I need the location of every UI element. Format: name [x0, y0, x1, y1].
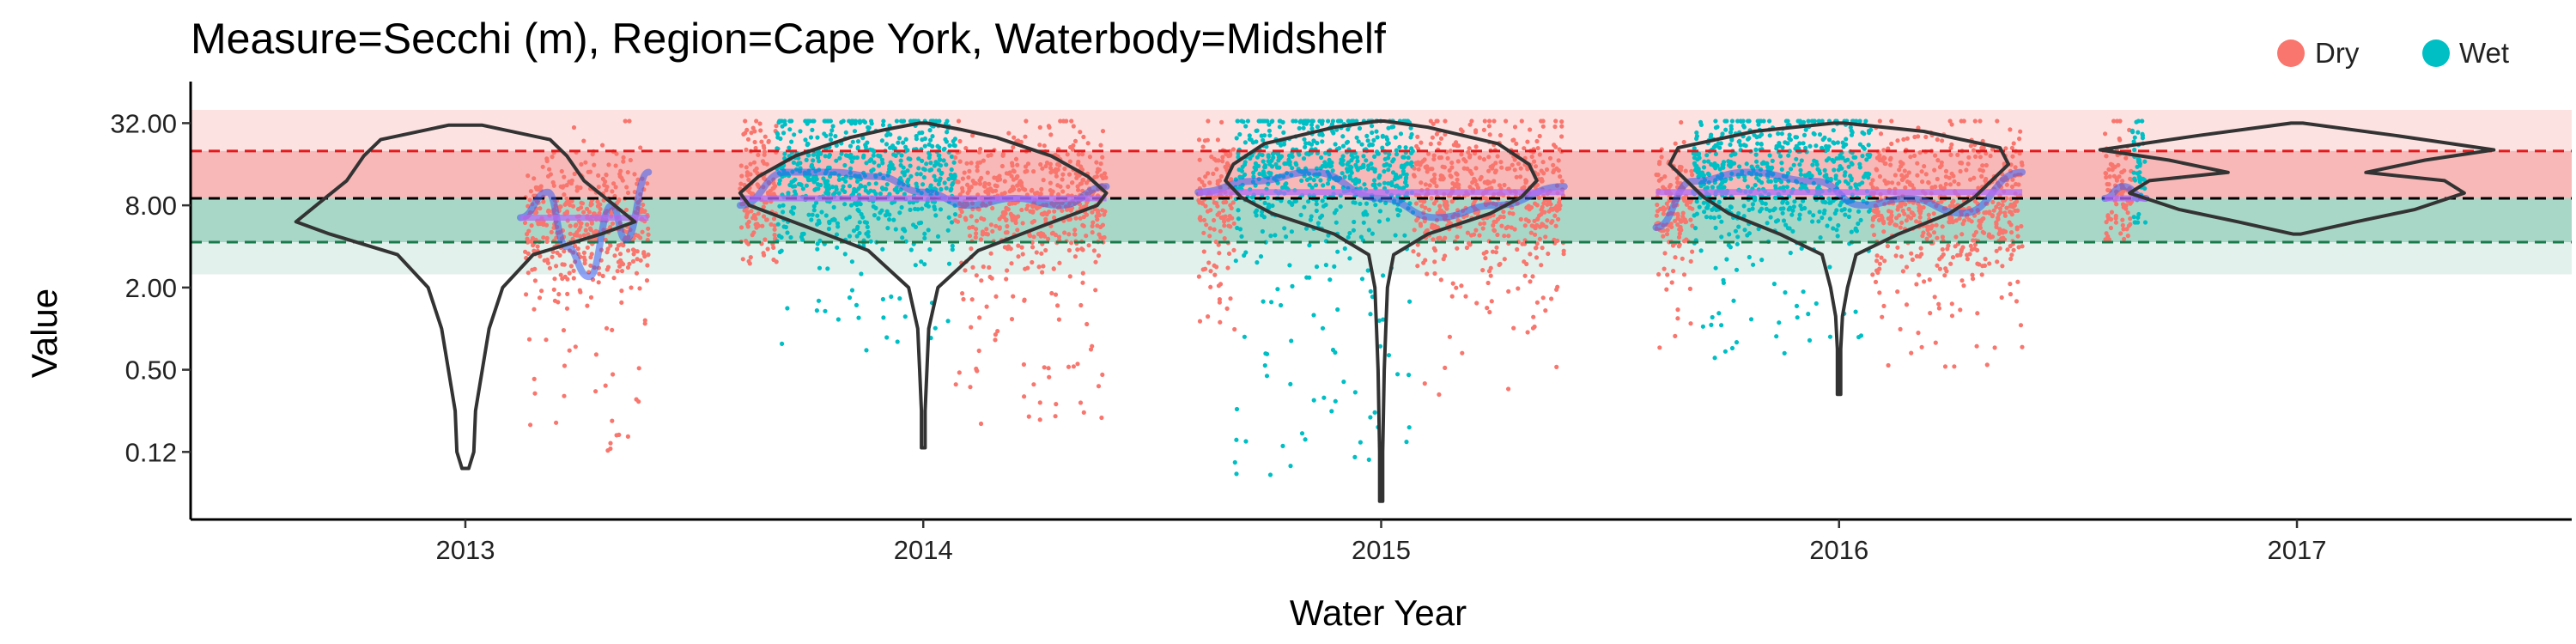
x-tick-label: 2017 [2268, 535, 2327, 565]
y-tick-label: 0.50 [125, 355, 177, 386]
trend-smooth-line-0 [516, 168, 653, 281]
scatter-group-dry-7 [1654, 119, 1695, 350]
violin-2013 [294, 123, 637, 471]
x-tick-label: 2013 [435, 535, 495, 565]
y-tick-label: 8.00 [125, 191, 177, 221]
x-tick-label: 2014 [894, 535, 953, 565]
scatter-group-dry-4 [1195, 118, 1237, 332]
legend-label-wet: Wet [2459, 37, 2509, 69]
legend-swatch-wet [2422, 39, 2450, 67]
scatter-group-dry-6 [1411, 118, 1566, 398]
scatter-group-wet-2 [775, 118, 958, 353]
trend-smooth-line-1 [736, 168, 1110, 210]
x-tick-label: 2015 [1352, 535, 1411, 565]
y-axis-title: Value [24, 289, 64, 378]
violin-2017 [2098, 121, 2496, 236]
scatter-group-dry-9 [1868, 118, 2025, 369]
scatter-group-dry-1 [738, 118, 779, 266]
x-tick-label: 2016 [1809, 535, 1868, 565]
legend: Dry Wet [2277, 37, 2509, 69]
y-tick-label: 0.12 [125, 437, 177, 467]
y-tick-label: 32.00 [110, 108, 177, 138]
legend-swatch-dry [2277, 39, 2305, 67]
trend-smooth-line-2 [1194, 168, 1568, 222]
y-tick-label: 2.00 [125, 273, 177, 303]
scatter-group-wet-5 [1232, 118, 1416, 477]
scatter-group-wet-8 [1691, 118, 1874, 361]
x-axis-title: Water Year [1290, 592, 1467, 633]
legend-label-dry: Dry [2315, 37, 2360, 69]
violin-2014 [738, 121, 1109, 450]
plot-area: 0.12 0.50 2.00 8.00 32.00 2013 2014 2015 2016 201… [110, 82, 2572, 565]
chart-title: Measure=Secchi (m), Region=Cape York, Wa… [191, 15, 1386, 63]
violin-2016 [1668, 121, 2011, 397]
violin-2015 [1224, 119, 1539, 503]
